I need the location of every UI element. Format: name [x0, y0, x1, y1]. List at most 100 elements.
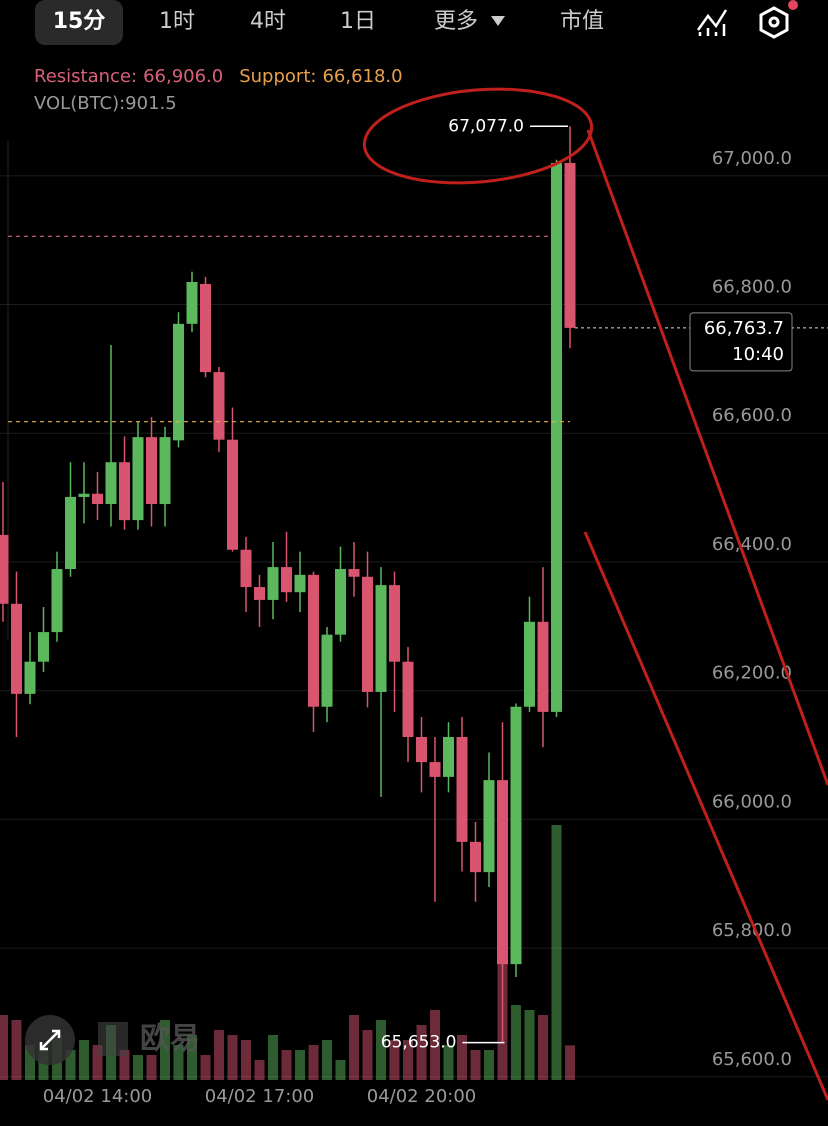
candle-body: [92, 493, 103, 505]
volume-bar: [443, 1045, 454, 1080]
candle-body: [267, 567, 279, 600]
tab[interactable]: 1日: [340, 9, 376, 34]
candle-body: [308, 574, 319, 707]
current-price-box: [689, 312, 793, 372]
volume-bar: [349, 1015, 359, 1080]
volume-bar: [241, 1040, 251, 1080]
candle-body: [375, 585, 387, 692]
tab[interactable]: 1时: [159, 9, 195, 34]
watermark: 欧易: [140, 1022, 200, 1057]
candle-body: [78, 493, 90, 497]
volume-bar: [25, 1045, 35, 1080]
volume-bar: [65, 1050, 76, 1080]
volume-bar: [335, 1060, 346, 1080]
candle-body: [348, 569, 360, 577]
volume-bar: [133, 1055, 143, 1080]
y-tick-label: 65,600.0: [712, 1049, 792, 1070]
volume-bar: [119, 1050, 130, 1080]
candle-body: [456, 736, 468, 842]
volume-bar: [11, 1020, 22, 1080]
candle-body: [510, 706, 522, 965]
candle-body: [497, 780, 508, 965]
volume-bar: [79, 1040, 89, 1080]
plot-area: 65,600.0 65,800.0 66,000.0 66,200.0 66,400.0…: [0, 116, 828, 1107]
volume-bar: [308, 1045, 319, 1080]
volume-bar: [362, 1030, 373, 1080]
volume-bar: [416, 1025, 427, 1080]
tab[interactable]: 15分: [53, 9, 106, 34]
volume-bar: [389, 1040, 400, 1080]
volume-bar: [403, 1040, 413, 1080]
volume-bar: [254, 1060, 265, 1080]
candle-body: [564, 162, 576, 328]
tab[interactable]: 4时: [250, 9, 286, 34]
y-tick-label: 66,200.0: [712, 663, 792, 684]
y-tick-label: 67,000.0: [712, 148, 792, 169]
active-tab-bg: [35, 0, 123, 45]
candle-body: [65, 496, 76, 570]
candle-body: [524, 621, 535, 707]
tab[interactable]: 更多: [434, 9, 478, 34]
y-tick-label: 66,800.0: [712, 277, 792, 298]
candle-body: [537, 621, 549, 712]
volume-bar: [268, 1035, 278, 1080]
candle-body: [402, 661, 414, 737]
y-tick-label: 65,800.0: [712, 920, 792, 941]
volume-bar: [565, 1045, 575, 1080]
volume-bar: [0, 1015, 8, 1080]
candle-body: [483, 780, 495, 873]
candle-body: [173, 323, 184, 441]
volume-bar: [92, 1045, 103, 1080]
x-tick-label: 04/02 20:00: [367, 1086, 476, 1107]
volume-bar: [470, 1050, 481, 1080]
x-tick-label: 04/02 17:00: [205, 1086, 314, 1107]
volume-bar: [295, 1050, 305, 1080]
candle-body: [186, 282, 198, 324]
candle-body: [51, 569, 63, 633]
candle-body: [119, 462, 130, 521]
support-value: 66,618.0: [322, 66, 403, 87]
volume-bar: [38, 1050, 49, 1080]
volume-bar: [457, 1035, 467, 1080]
candle-body: [38, 632, 49, 662]
candle-body: [443, 736, 454, 777]
candle-body: [254, 587, 265, 600]
candle-body: [200, 283, 211, 373]
tab[interactable]: 市值: [560, 9, 604, 34]
volume-bar: [160, 1020, 170, 1080]
current-price-label: 66,763.7: [704, 318, 784, 339]
volume-info: VOL(BTC):901.5: [34, 93, 177, 114]
volume-bar: [511, 1005, 521, 1080]
volume-bar: [227, 1035, 238, 1080]
candle-body: [429, 762, 441, 777]
settings-icon[interactable]: [759, 0, 798, 39]
volume-bar: [551, 825, 562, 1080]
resistance-value: 66,906.0: [143, 66, 224, 87]
expand-icon: [39, 1029, 61, 1051]
volume-bar: [430, 1010, 440, 1080]
resistance-label: Resistance:: [34, 66, 138, 87]
volume-bar: [146, 1055, 157, 1080]
candle-body: [213, 372, 225, 440]
candle-body: [294, 574, 306, 593]
indicator-icon[interactable]: [696, 9, 728, 36]
candle-body: [389, 585, 400, 662]
watermark-logo: [98, 1022, 128, 1056]
candle-body: [159, 437, 171, 505]
volume-bar: [200, 1055, 211, 1080]
low-marker-label: 65,653.0: [381, 1033, 457, 1053]
candle-body: [0, 534, 9, 604]
support-label: Support:: [239, 66, 317, 87]
volume-bar: [538, 1015, 548, 1080]
annotation-line: [586, 129, 828, 786]
volume-bar: [173, 1045, 184, 1080]
candle-body: [470, 841, 481, 873]
high-marker-label: 67,077.0: [448, 116, 524, 136]
annotation-circle: [362, 87, 594, 185]
volume-bar: [187, 1035, 197, 1080]
candle-body: [105, 462, 117, 505]
candle-body: [240, 549, 252, 588]
candle-body: [551, 162, 562, 712]
